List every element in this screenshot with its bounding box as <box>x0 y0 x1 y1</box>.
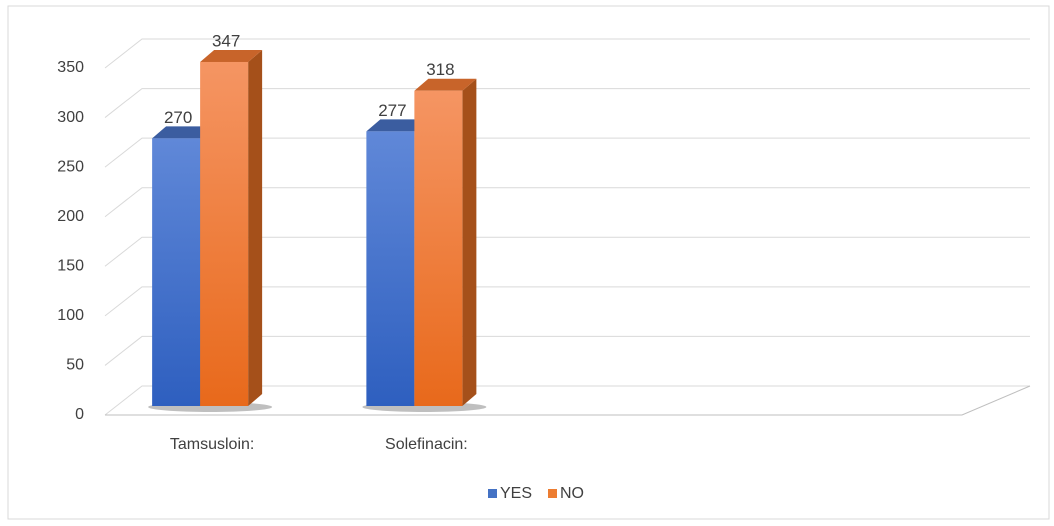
floor <box>105 385 1031 416</box>
y-tick-label: 50 <box>66 357 84 374</box>
grid-line <box>104 137 1030 168</box>
data-label: 270 <box>164 108 192 127</box>
grid-line <box>104 236 1030 267</box>
grid-line <box>104 385 1030 416</box>
legend-label: NO <box>560 485 584 502</box>
y-tick-label: 300 <box>57 109 84 126</box>
bar <box>414 78 477 407</box>
y-tick-label: 0 <box>75 406 84 423</box>
y-tick-label: 350 <box>57 59 84 76</box>
y-tick-label: 150 <box>57 258 84 275</box>
grid-line <box>104 187 1030 218</box>
x-tick-label: Solefinacin: <box>385 436 468 453</box>
grid-line <box>104 286 1030 317</box>
bar <box>200 49 263 407</box>
legend-label: YES <box>500 485 532 502</box>
y-tick-label: 200 <box>57 208 84 225</box>
grid-line <box>104 88 1030 118</box>
grid-line <box>104 38 1030 69</box>
grid-line <box>104 335 1030 366</box>
legend-swatch <box>548 489 557 498</box>
data-label: 347 <box>212 31 240 50</box>
y-tick-label: 100 <box>57 307 84 324</box>
y-tick-label: 250 <box>57 158 84 175</box>
legend-swatch <box>488 489 497 498</box>
data-label: 318 <box>426 60 454 79</box>
x-tick-label: Tamsusloin: <box>170 436 254 453</box>
data-label: 277 <box>378 101 406 120</box>
